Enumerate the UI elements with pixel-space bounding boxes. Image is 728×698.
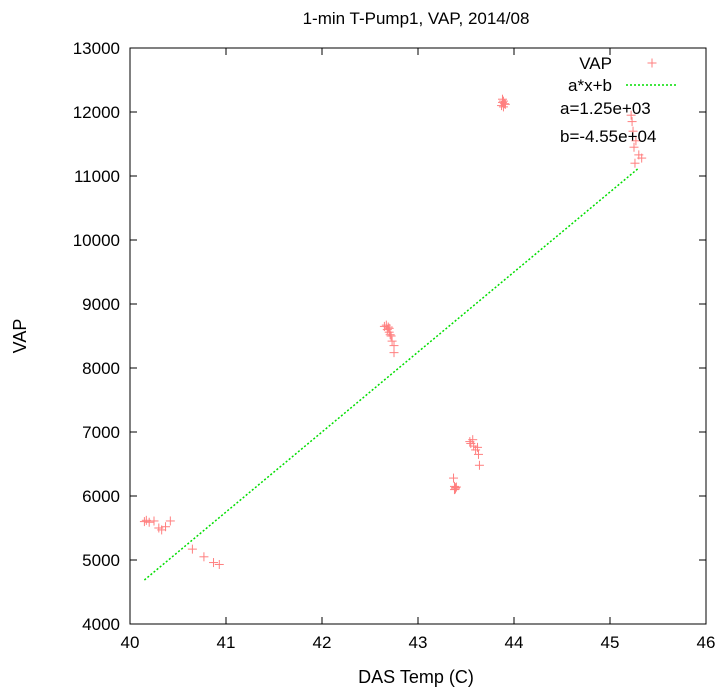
data-point xyxy=(389,348,399,358)
x-tick-label: 42 xyxy=(313,633,332,652)
data-point xyxy=(139,517,149,527)
y-tick-label: 13000 xyxy=(73,39,120,58)
y-tick-label: 10000 xyxy=(73,231,120,250)
data-point xyxy=(473,442,483,452)
y-tick-label: 9000 xyxy=(82,295,120,314)
fit-annotation-slope: a=1.25e+03 xyxy=(560,99,651,118)
fit-annotation-intercept: b=-4.55e+04 xyxy=(560,127,656,146)
data-point xyxy=(187,544,197,554)
y-tick-label: 11000 xyxy=(74,167,120,186)
data-point xyxy=(199,552,209,562)
y-tick-label: 12000 xyxy=(73,103,120,122)
data-point xyxy=(500,99,510,109)
x-tick-label: 40 xyxy=(121,633,140,652)
data-point xyxy=(629,142,639,152)
data-point xyxy=(383,322,393,332)
x-axis-label: DAS Temp (C) xyxy=(358,667,474,687)
data-point xyxy=(209,558,219,568)
data-point xyxy=(469,441,479,451)
y-tick-label: 8000 xyxy=(82,359,120,378)
legend: VAP a*x+b xyxy=(568,54,678,95)
data-point xyxy=(631,136,641,146)
x-tick-label: 44 xyxy=(505,633,524,652)
data-point xyxy=(451,482,461,492)
data-point xyxy=(149,516,159,526)
data-point xyxy=(627,117,637,127)
y-axis-label: VAP xyxy=(10,319,30,354)
legend-label-fit: a*x+b xyxy=(568,76,612,95)
data-point xyxy=(637,153,647,163)
x-axis: 40 41 42 43 44 45 46 xyxy=(121,48,716,652)
data-point xyxy=(628,126,638,136)
data-point xyxy=(630,158,640,168)
y-axis: 4000 5000 6000 7000 8000 9000 10000 11000 12000 1… xyxy=(73,39,706,634)
data-point xyxy=(499,99,509,109)
data-point xyxy=(384,323,394,333)
data-point xyxy=(449,473,459,483)
y-tick-label: 5000 xyxy=(82,551,120,570)
data-points xyxy=(139,94,647,569)
data-point xyxy=(468,435,478,445)
x-tick-label: 46 xyxy=(697,633,716,652)
data-point xyxy=(161,522,171,532)
data-point xyxy=(626,110,636,120)
y-tick-label: 4000 xyxy=(82,615,120,634)
data-point xyxy=(386,331,396,341)
x-tick-label: 41 xyxy=(217,633,236,652)
fit-line xyxy=(143,167,640,581)
legend-label-vap: VAP xyxy=(579,54,612,73)
data-point xyxy=(497,94,507,104)
data-point xyxy=(165,516,175,526)
data-point xyxy=(214,559,224,569)
data-point xyxy=(450,484,460,494)
legend-marker-vap xyxy=(647,58,657,68)
data-point xyxy=(387,336,397,346)
y-tick-label: 7000 xyxy=(82,423,120,442)
data-point xyxy=(385,330,395,340)
chart-title: 1-min T-Pump1, VAP, 2014/08 xyxy=(303,9,530,28)
fit-line-path xyxy=(143,167,640,581)
y-tick-label: 6000 xyxy=(82,487,120,506)
data-point xyxy=(473,449,483,459)
data-point xyxy=(474,460,484,470)
x-tick-label: 43 xyxy=(409,633,428,652)
x-tick-label: 45 xyxy=(601,633,620,652)
data-point xyxy=(144,517,154,527)
